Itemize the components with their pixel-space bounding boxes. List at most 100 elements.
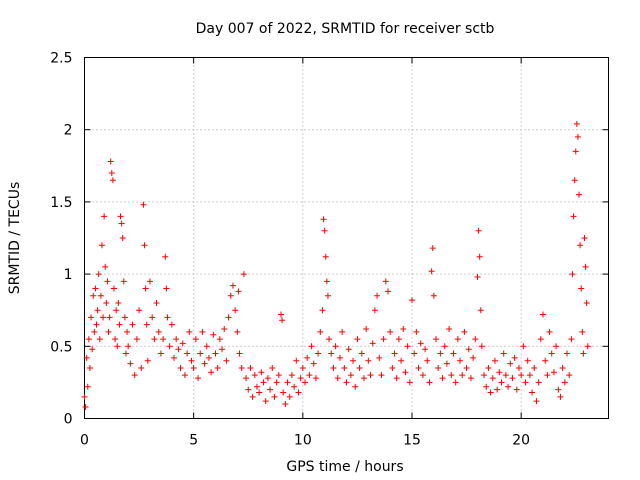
grid-lines [84, 57, 609, 419]
data-point [454, 336, 461, 343]
data-point [267, 386, 274, 393]
data-point [308, 343, 315, 350]
data-point [175, 346, 182, 353]
data-point [500, 350, 507, 357]
data-point [505, 383, 512, 390]
data-point [83, 354, 90, 361]
data-point [475, 227, 482, 234]
axis-ticks: 0 5 10 15 20 0 0.5 1 1.5 2 2.5 [50, 51, 609, 449]
data-point [409, 297, 415, 304]
data-point [143, 321, 150, 328]
data-point [116, 321, 123, 328]
plot-frame [84, 57, 609, 419]
data-point [168, 321, 175, 328]
data-point [279, 317, 286, 324]
data-point [117, 213, 124, 220]
data-point [426, 379, 433, 386]
data-point [520, 343, 527, 350]
data-point [430, 292, 437, 299]
data-point [119, 235, 126, 241]
data-point [518, 372, 525, 379]
data-point [107, 158, 114, 165]
data-point [393, 375, 400, 382]
y-tick-label: 2 [64, 123, 73, 139]
x-tick-label: 5 [189, 433, 198, 449]
data-point [238, 364, 245, 371]
data-point [328, 350, 335, 357]
data-point [439, 375, 446, 382]
data-point [509, 375, 516, 382]
data-point [288, 372, 295, 379]
data-point [319, 307, 326, 314]
data-point [120, 278, 127, 285]
data-point [98, 242, 105, 249]
data-point [208, 369, 215, 376]
data-point [354, 336, 361, 343]
data-point [95, 271, 102, 278]
data-point [413, 328, 420, 335]
data-point [232, 307, 239, 314]
data-point [166, 343, 173, 350]
data-point [422, 346, 429, 353]
data-point [188, 357, 195, 364]
data-point [498, 379, 505, 386]
data-point [535, 379, 542, 386]
data-point [582, 263, 589, 270]
data-point [94, 307, 101, 314]
data-point [302, 379, 309, 386]
data-point [583, 299, 590, 306]
data-point [109, 177, 116, 184]
data-point [367, 372, 374, 379]
data-point [579, 328, 586, 335]
data-point [306, 372, 313, 379]
data-point [494, 386, 501, 393]
data-point [522, 379, 529, 386]
data-point [347, 372, 354, 379]
data-point [382, 278, 389, 285]
data-point [214, 364, 221, 371]
data-point [203, 343, 210, 350]
data-point [566, 372, 573, 379]
data-point [92, 285, 99, 292]
data-point [186, 328, 193, 335]
data-point [561, 379, 568, 386]
data-point [568, 336, 575, 343]
data-point [350, 357, 357, 364]
data-point [511, 354, 518, 361]
data-point [384, 288, 391, 295]
data-point [429, 245, 436, 252]
data-point [578, 285, 585, 292]
data-point [278, 311, 284, 318]
data-point [84, 383, 91, 390]
data-point [572, 148, 579, 155]
data-point [395, 336, 402, 343]
data-point [295, 389, 302, 396]
data-point [320, 216, 327, 223]
data-point [502, 372, 509, 379]
data-point [195, 375, 202, 382]
data-point [317, 328, 324, 335]
data-point [269, 364, 276, 371]
data-point [339, 328, 346, 335]
data-point [387, 328, 394, 335]
data-point [90, 292, 97, 299]
data-point [573, 120, 580, 127]
data-point [391, 350, 398, 357]
data-point [157, 350, 164, 357]
data-point [271, 393, 278, 400]
data-point [273, 379, 280, 386]
data-point [576, 191, 583, 198]
data-point [155, 328, 162, 335]
data-point [336, 354, 343, 361]
data-point [557, 393, 564, 400]
data-point [129, 321, 136, 328]
y-axis-label: SRMTID / TECUs [7, 182, 23, 295]
data-point [428, 268, 435, 275]
data-point [537, 336, 544, 343]
data-point [312, 375, 319, 382]
data-point [376, 354, 383, 361]
data-point [275, 372, 282, 379]
data-points [81, 120, 591, 410]
data-point [441, 343, 448, 350]
